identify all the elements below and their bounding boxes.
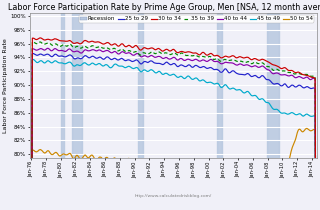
Bar (267, 13, 279, 158)
Legend: Recession, 25 to 29, 30 to 34, 35 to 39, 40 to 44, 45 to 49, 50 to 54: Recession, 25 to 29, 30 to 34, 35 to 39,… (79, 15, 315, 22)
Bar (138, 13, 143, 158)
Title: Labor Force Participation Rate by Prime Age Group, Men [NSA, 12 month average]: Labor Force Participation Rate by Prime … (8, 3, 320, 12)
Y-axis label: Labor Force Participation Rate: Labor Force Participation Rate (3, 38, 8, 133)
Bar (61, 13, 64, 158)
Text: http://www.calculatedriskblog.com/: http://www.calculatedriskblog.com/ (135, 194, 212, 198)
Bar (217, 13, 222, 158)
Bar (72, 13, 82, 158)
